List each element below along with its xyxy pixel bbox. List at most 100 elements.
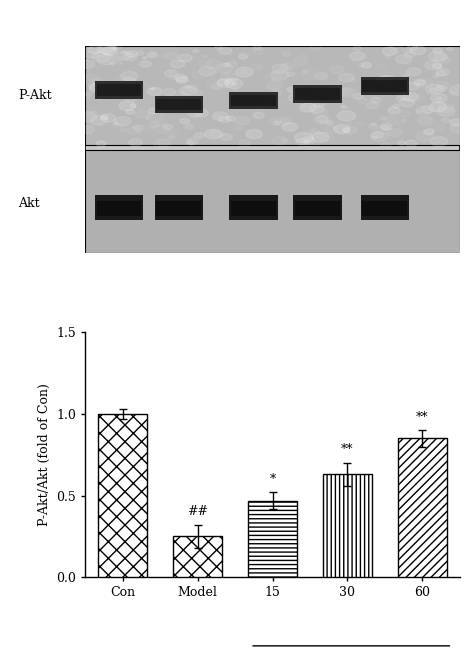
Circle shape [215, 45, 222, 49]
Bar [156, 201, 201, 216]
Bar [363, 201, 407, 216]
Circle shape [143, 56, 147, 59]
Circle shape [148, 108, 159, 114]
Circle shape [246, 130, 262, 138]
Circle shape [326, 121, 333, 125]
Circle shape [295, 133, 313, 143]
Circle shape [97, 54, 116, 64]
Bar [155, 96, 203, 113]
Circle shape [437, 68, 449, 75]
Circle shape [429, 88, 438, 92]
Circle shape [126, 110, 135, 114]
Circle shape [185, 85, 190, 88]
Circle shape [401, 119, 406, 123]
Circle shape [186, 138, 198, 145]
Circle shape [116, 60, 122, 64]
Circle shape [129, 139, 142, 146]
Circle shape [436, 85, 447, 91]
Bar [156, 99, 201, 110]
Circle shape [341, 106, 347, 108]
Circle shape [342, 128, 349, 132]
Circle shape [287, 87, 297, 92]
Circle shape [310, 88, 325, 96]
Circle shape [163, 89, 175, 95]
Circle shape [89, 111, 97, 115]
Bar [95, 81, 143, 99]
Bar [398, 438, 447, 577]
Circle shape [170, 92, 188, 102]
Circle shape [398, 141, 406, 145]
Circle shape [146, 112, 164, 122]
Circle shape [239, 54, 247, 59]
Circle shape [219, 117, 230, 123]
Circle shape [289, 93, 306, 103]
Circle shape [148, 52, 158, 58]
Circle shape [114, 117, 131, 126]
Circle shape [333, 127, 337, 129]
Bar [231, 94, 276, 106]
Circle shape [113, 122, 118, 125]
Circle shape [166, 52, 178, 59]
Circle shape [366, 102, 379, 109]
Circle shape [219, 47, 232, 54]
Circle shape [81, 74, 99, 85]
Bar [229, 195, 278, 220]
Circle shape [195, 110, 209, 117]
Circle shape [376, 76, 392, 85]
Circle shape [253, 100, 271, 110]
Circle shape [310, 92, 316, 96]
Circle shape [379, 75, 396, 85]
Circle shape [372, 131, 383, 138]
Circle shape [92, 52, 111, 62]
Circle shape [353, 46, 362, 51]
Bar [295, 89, 340, 100]
Circle shape [426, 85, 443, 94]
Circle shape [310, 104, 324, 113]
Circle shape [371, 132, 388, 141]
Circle shape [339, 73, 354, 82]
Circle shape [164, 125, 173, 129]
Bar [248, 501, 297, 577]
Circle shape [344, 127, 356, 134]
Circle shape [188, 108, 202, 117]
Circle shape [271, 70, 289, 81]
Circle shape [407, 68, 421, 75]
Circle shape [110, 62, 115, 65]
Circle shape [98, 89, 111, 96]
Bar [229, 92, 278, 109]
Bar [97, 84, 141, 96]
Circle shape [398, 92, 410, 100]
Circle shape [432, 64, 441, 68]
Text: *: * [269, 473, 276, 486]
Circle shape [314, 73, 328, 80]
Text: P-Akt: P-Akt [18, 89, 52, 102]
Circle shape [264, 96, 274, 101]
Circle shape [174, 74, 187, 81]
Circle shape [416, 110, 421, 113]
Circle shape [349, 52, 365, 60]
Circle shape [381, 125, 389, 130]
Circle shape [146, 116, 151, 119]
Bar [361, 195, 409, 220]
Circle shape [211, 84, 222, 90]
Circle shape [176, 76, 188, 83]
Circle shape [220, 73, 238, 83]
Circle shape [310, 129, 319, 134]
Y-axis label: P-Akt/Akt (fold of Con): P-Akt/Akt (fold of Con) [38, 383, 51, 526]
Circle shape [371, 98, 381, 103]
Circle shape [403, 92, 419, 101]
Circle shape [168, 136, 174, 140]
Circle shape [418, 80, 427, 85]
Circle shape [176, 76, 188, 83]
Circle shape [84, 92, 91, 96]
Bar [295, 201, 340, 216]
Circle shape [441, 58, 451, 63]
Circle shape [410, 46, 426, 54]
Circle shape [240, 71, 246, 73]
Circle shape [450, 91, 458, 95]
Circle shape [300, 103, 316, 112]
Circle shape [226, 116, 236, 121]
Circle shape [304, 139, 310, 142]
Circle shape [223, 63, 229, 66]
Bar [293, 85, 342, 103]
